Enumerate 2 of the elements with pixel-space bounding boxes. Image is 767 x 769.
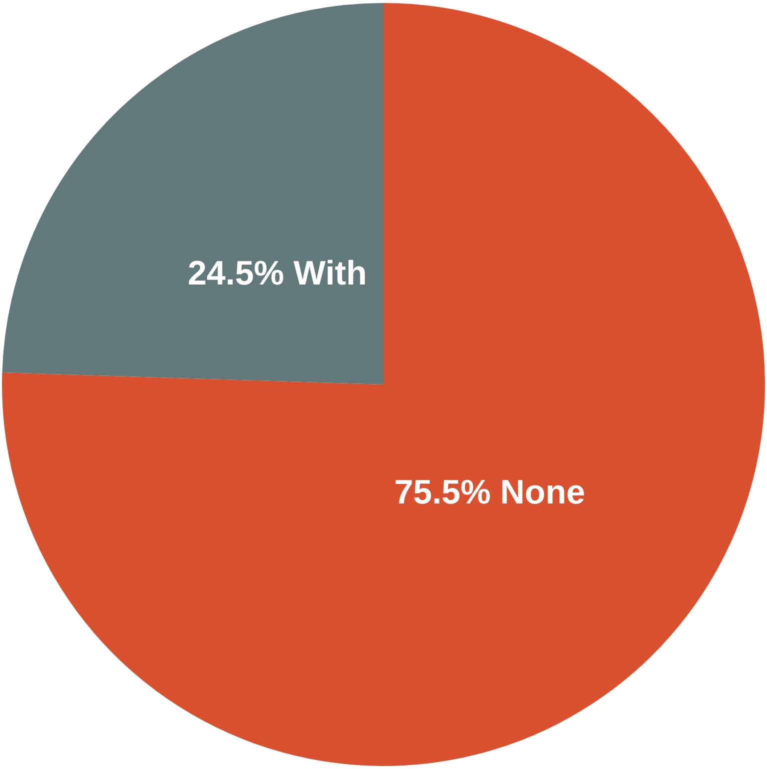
slice-label: 24.5% With	[188, 254, 367, 292]
slice-label: 75.5% None	[394, 473, 586, 512]
